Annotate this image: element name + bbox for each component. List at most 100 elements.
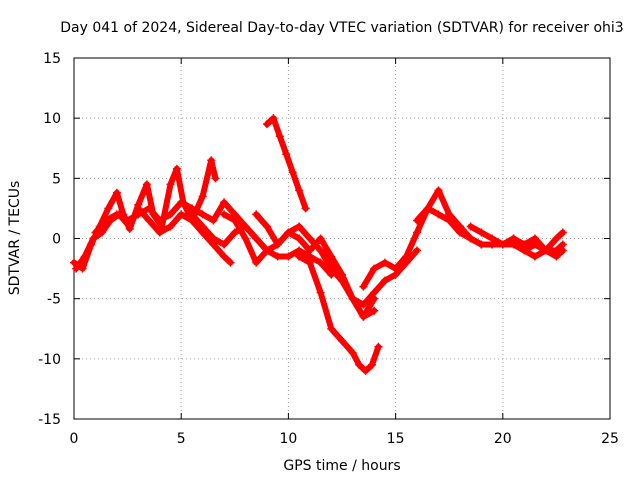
data-point bbox=[455, 228, 464, 237]
data-point bbox=[413, 228, 422, 237]
data-point bbox=[252, 210, 261, 219]
series-arc-h bbox=[295, 252, 383, 375]
data-point bbox=[498, 240, 507, 249]
data-point bbox=[172, 164, 181, 173]
data-point bbox=[284, 252, 293, 261]
data-point bbox=[445, 216, 454, 225]
data-point bbox=[226, 258, 235, 267]
data-point bbox=[125, 222, 134, 231]
data-point bbox=[241, 234, 250, 243]
data-point bbox=[466, 222, 475, 231]
series-band bbox=[264, 115, 309, 212]
data-point bbox=[359, 282, 368, 291]
data-point bbox=[305, 258, 314, 267]
data-point bbox=[552, 252, 561, 261]
y-tick-label: 10 bbox=[43, 111, 61, 127]
data-point bbox=[509, 234, 518, 243]
x-tick-label: 0 bbox=[70, 431, 79, 447]
y-tick-label: -10 bbox=[38, 352, 61, 368]
data-point bbox=[305, 234, 314, 243]
data-point bbox=[558, 228, 567, 237]
data-point bbox=[530, 252, 539, 261]
data-point bbox=[295, 234, 304, 243]
data-point bbox=[530, 234, 539, 243]
data-traces bbox=[70, 114, 567, 375]
data-point bbox=[166, 180, 175, 189]
data-point bbox=[477, 228, 486, 237]
data-point bbox=[262, 222, 271, 231]
data-point bbox=[391, 264, 400, 273]
y-tick-label: 15 bbox=[43, 51, 61, 67]
data-point bbox=[262, 120, 271, 129]
data-point bbox=[520, 240, 529, 249]
data-point bbox=[338, 336, 346, 345]
data-point bbox=[413, 216, 422, 225]
data-point bbox=[380, 276, 389, 285]
data-point bbox=[368, 360, 377, 369]
series-band bbox=[188, 211, 335, 278]
x-tick-label: 15 bbox=[387, 431, 405, 447]
axis-ticks bbox=[73, 57, 611, 420]
data-point bbox=[187, 210, 196, 219]
y-tick-label: -15 bbox=[38, 412, 61, 428]
data-point bbox=[220, 210, 229, 219]
data-point bbox=[316, 258, 325, 267]
data-point bbox=[552, 234, 561, 243]
x-axis-label: GPS time / hours bbox=[283, 458, 400, 474]
data-point bbox=[402, 252, 411, 261]
data-point bbox=[348, 294, 357, 303]
series-arc-i bbox=[316, 246, 422, 309]
data-point bbox=[288, 168, 297, 177]
data-point bbox=[134, 210, 143, 219]
data-point bbox=[434, 210, 443, 219]
data-point bbox=[305, 246, 314, 255]
series-arc-d bbox=[187, 210, 336, 279]
y-tick-label: 0 bbox=[52, 232, 61, 248]
data-point bbox=[220, 198, 229, 207]
series-arc-g bbox=[262, 114, 310, 213]
data-point bbox=[541, 246, 550, 255]
data-point bbox=[359, 300, 368, 309]
data-point bbox=[207, 156, 216, 165]
series-arc-b bbox=[72, 204, 235, 273]
data-point bbox=[241, 222, 250, 231]
series-band bbox=[467, 223, 566, 260]
data-point bbox=[370, 288, 379, 297]
data-point bbox=[70, 258, 78, 267]
x-tick-label: 25 bbox=[601, 431, 619, 447]
data-point bbox=[284, 228, 293, 237]
data-point bbox=[282, 150, 291, 159]
data-point bbox=[413, 246, 422, 255]
data-point bbox=[209, 234, 218, 243]
data-point bbox=[177, 198, 186, 207]
series-band bbox=[317, 247, 420, 308]
data-point bbox=[209, 216, 218, 225]
data-point bbox=[355, 360, 364, 369]
data-point bbox=[230, 216, 239, 225]
data-point bbox=[558, 246, 567, 255]
data-point bbox=[295, 252, 304, 261]
data-point bbox=[327, 324, 336, 333]
data-point bbox=[198, 210, 207, 219]
tick-labels: 0 5 10 15 20 25 -15 -10 -5 0 5 10 15 bbox=[38, 51, 619, 447]
x-tick-label: 10 bbox=[279, 431, 297, 447]
data-point bbox=[112, 188, 121, 197]
data-point bbox=[104, 204, 113, 213]
grid-lines bbox=[74, 58, 610, 419]
data-point bbox=[166, 222, 175, 231]
data-point bbox=[275, 132, 284, 141]
data-point bbox=[91, 228, 100, 237]
data-point bbox=[230, 228, 239, 237]
data-point bbox=[348, 348, 357, 357]
data-point bbox=[327, 264, 336, 273]
data-point bbox=[102, 216, 111, 225]
data-point bbox=[316, 234, 325, 243]
data-point bbox=[359, 312, 368, 321]
data-point bbox=[295, 222, 304, 231]
data-point bbox=[142, 180, 151, 189]
data-point bbox=[338, 276, 346, 285]
series-band bbox=[296, 253, 382, 374]
data-point bbox=[145, 204, 154, 213]
data-point bbox=[166, 210, 175, 219]
